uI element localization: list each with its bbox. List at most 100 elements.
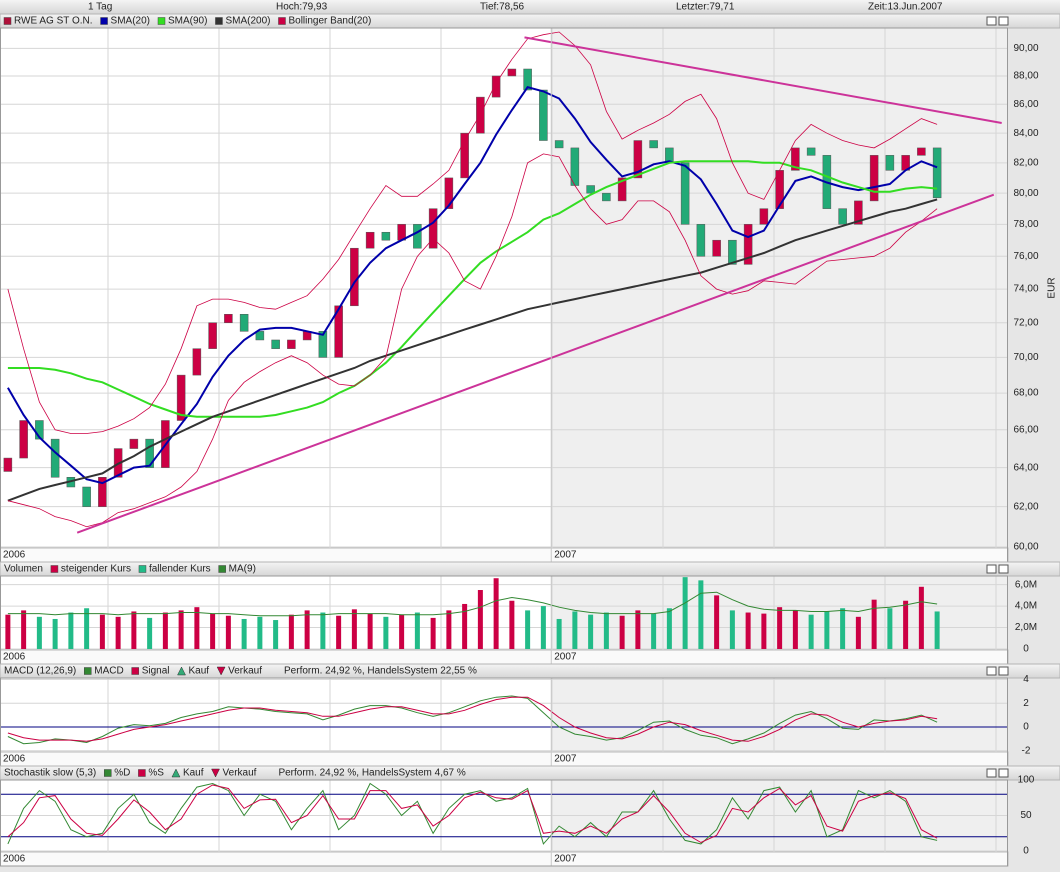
volume-bar xyxy=(115,616,121,649)
panel-title: Stochastik slow (5,3) xyxy=(4,768,96,779)
legend-label: SMA(200) xyxy=(225,16,270,27)
x-tick-label: 2007 xyxy=(554,652,577,663)
volume-bar xyxy=(635,610,641,649)
y-tick-label: 62,00 xyxy=(1013,501,1038,512)
volume-bar xyxy=(430,617,436,649)
line-series xyxy=(7,784,938,844)
volume-bar xyxy=(619,615,625,649)
volume-bar xyxy=(178,610,184,649)
candle xyxy=(712,239,721,257)
candle xyxy=(239,314,249,332)
candle xyxy=(680,162,690,225)
line-series xyxy=(7,696,938,742)
candle xyxy=(854,200,863,225)
volume-bar xyxy=(777,607,783,649)
candle xyxy=(98,477,107,507)
volume-bar xyxy=(131,611,137,649)
volume-bar xyxy=(462,603,468,649)
plot-layer xyxy=(0,780,1008,852)
bollinger-upper xyxy=(7,31,938,434)
candle xyxy=(208,322,217,349)
legend-swatch xyxy=(138,769,146,777)
legend-label: RWE AG ST O.N. xyxy=(14,16,93,27)
volume-bar xyxy=(824,611,830,649)
candle xyxy=(145,438,154,468)
legend-label: MACD xyxy=(94,666,123,677)
legend-label: MA(9) xyxy=(229,564,256,575)
candle xyxy=(318,331,328,358)
header-icon xyxy=(998,768,1009,778)
volume-bar xyxy=(840,608,846,649)
candle xyxy=(287,339,296,349)
volume-bar xyxy=(304,610,310,649)
volume-bar xyxy=(729,610,735,649)
candle xyxy=(759,208,769,225)
performance: Perform. 24,92 %, HandelsSystem 4,67 % xyxy=(278,768,465,779)
candle xyxy=(3,457,13,472)
legend-marker xyxy=(177,666,186,676)
candle xyxy=(885,155,895,171)
line-series xyxy=(7,695,938,745)
x-tick-label: 2007 xyxy=(554,754,577,765)
trendline xyxy=(524,36,1002,124)
legend-label: Verkauf xyxy=(223,768,257,779)
candle xyxy=(460,132,469,179)
volume-bar xyxy=(99,614,105,649)
volume-bar xyxy=(5,614,11,649)
last-price: Letzter:79,71 xyxy=(676,2,735,13)
y-tick-label: 2 xyxy=(1023,698,1029,709)
volume-bar xyxy=(903,600,909,649)
legend-swatch xyxy=(50,565,59,573)
candle xyxy=(50,438,60,478)
legend-marker xyxy=(216,666,226,676)
volume-bar xyxy=(336,615,342,649)
line-series xyxy=(7,160,938,418)
legend-label: %S xyxy=(148,768,164,779)
candle xyxy=(917,147,926,156)
y-tick-label: 60,00 xyxy=(1013,542,1038,553)
volume-bar xyxy=(887,608,893,649)
volume-bar xyxy=(525,610,531,649)
volume-bar xyxy=(934,611,940,649)
volume-bar xyxy=(603,612,609,649)
legend-swatch xyxy=(218,565,226,573)
header-icon xyxy=(998,666,1009,676)
header-icon xyxy=(998,564,1009,574)
candle xyxy=(476,96,485,134)
candle xyxy=(19,420,28,459)
legend-label: fallender Kurs xyxy=(149,564,211,575)
candle xyxy=(633,140,643,179)
y-tick-label: 68,00 xyxy=(1013,388,1038,399)
volume-bar xyxy=(383,616,389,649)
volume-bar xyxy=(808,614,814,649)
volume-bar xyxy=(288,614,294,649)
legend-swatch xyxy=(100,17,108,25)
y-tick-label: 76,00 xyxy=(1013,251,1038,262)
legend-marker xyxy=(211,768,220,778)
header-icon xyxy=(986,768,997,778)
top-bar xyxy=(0,0,1060,14)
candle xyxy=(491,75,501,98)
y-tick-label: 66,00 xyxy=(1013,424,1038,435)
header-icon xyxy=(986,564,997,574)
panel-frame xyxy=(0,779,1008,867)
candle xyxy=(806,147,816,156)
header-icon xyxy=(986,666,997,676)
candle xyxy=(350,247,359,307)
line-series xyxy=(7,591,938,617)
y-tick-label: 88,00 xyxy=(1013,71,1038,82)
legend-label: Signal xyxy=(142,666,170,677)
volume-bar xyxy=(225,615,231,649)
header-icon xyxy=(998,16,1009,26)
y-tick-label: 4 xyxy=(1023,674,1029,685)
legend-swatch xyxy=(215,17,223,25)
y-tick-label: 0 xyxy=(1023,846,1029,857)
y-tick-label: 50 xyxy=(1020,810,1032,821)
volume-bar xyxy=(682,577,688,649)
day-high: Hoch:79,93 xyxy=(276,2,328,13)
y-tick-label: 84,00 xyxy=(1013,128,1038,139)
x-tick-label: 2006 xyxy=(3,550,26,561)
bollinger-lower xyxy=(7,153,938,528)
